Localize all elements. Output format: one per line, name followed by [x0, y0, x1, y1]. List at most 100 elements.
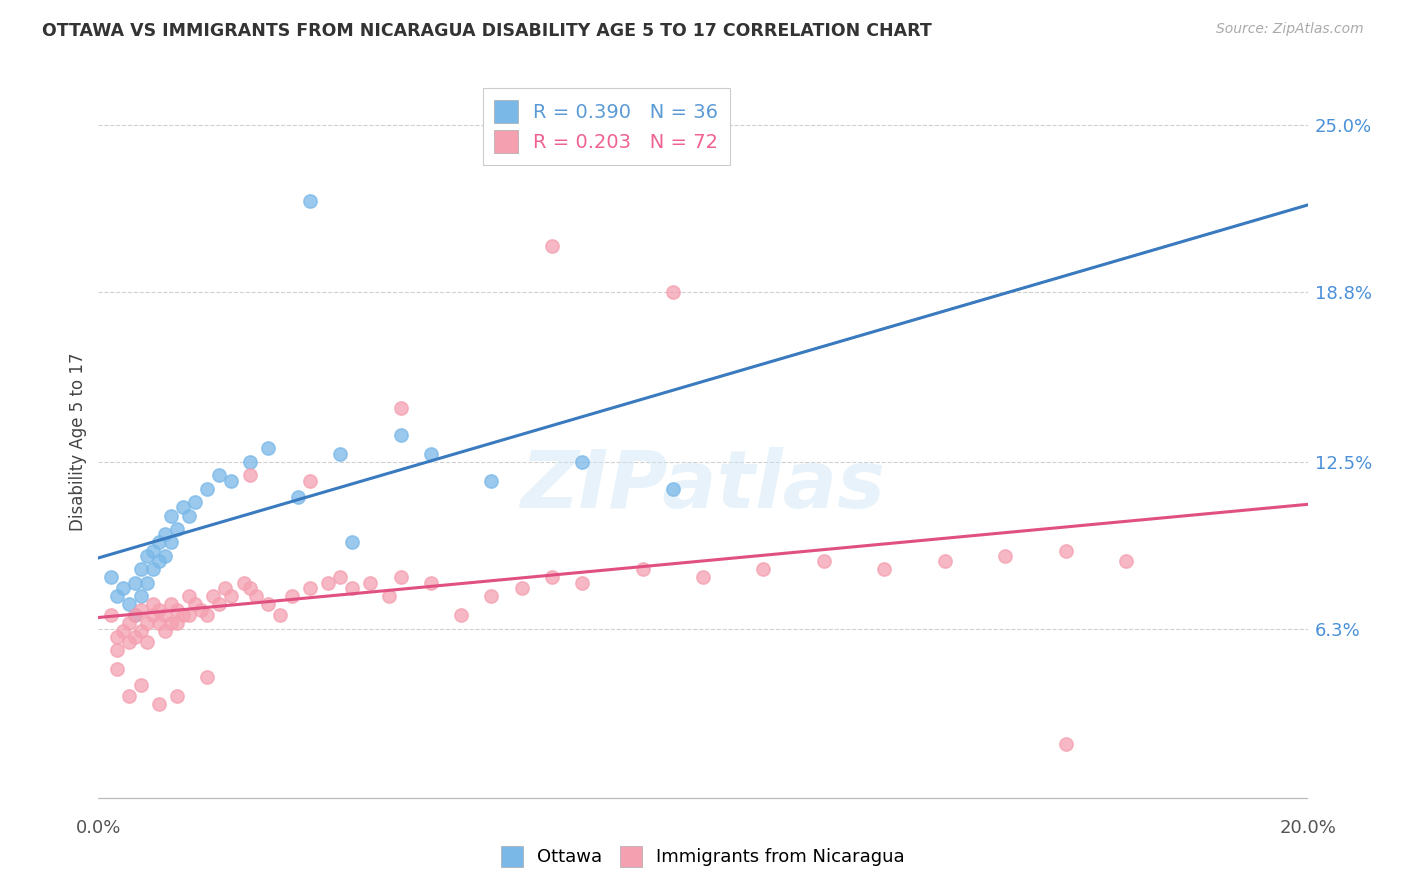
Point — [256, 442, 278, 456]
Point — [153, 624, 176, 639]
Point — [481, 474, 503, 488]
Y-axis label: Disability Age 5 to 17: Disability Age 5 to 17 — [69, 352, 87, 531]
Point — [377, 590, 399, 604]
Point — [118, 598, 141, 612]
Point — [172, 500, 194, 515]
Point — [1054, 543, 1077, 558]
Point — [166, 616, 188, 631]
Point — [287, 490, 309, 504]
Point — [934, 554, 956, 568]
Point — [692, 570, 714, 584]
Point — [153, 608, 176, 623]
Point — [135, 549, 157, 563]
Point — [172, 608, 194, 623]
Point — [166, 522, 188, 536]
Point — [1054, 738, 1077, 752]
Point — [239, 468, 262, 483]
Point — [184, 495, 207, 509]
Point — [214, 581, 236, 595]
Point — [129, 562, 152, 576]
Point — [389, 427, 412, 442]
Point — [124, 608, 146, 623]
Point — [360, 575, 382, 590]
Point — [342, 535, 364, 549]
Point — [329, 570, 352, 584]
Point — [111, 581, 134, 595]
Point — [148, 697, 170, 711]
Point — [179, 508, 201, 523]
Point — [118, 689, 141, 703]
Point — [540, 570, 562, 584]
Point — [190, 603, 212, 617]
Point — [813, 554, 835, 568]
Text: ZIPatlas: ZIPatlas — [520, 447, 886, 525]
Text: Source: ZipAtlas.com: Source: ZipAtlas.com — [1216, 22, 1364, 37]
Point — [389, 570, 412, 584]
Point — [105, 630, 128, 644]
Point — [129, 603, 152, 617]
Point — [105, 643, 128, 657]
Point — [239, 581, 262, 595]
Point — [481, 590, 503, 604]
Point — [124, 630, 146, 644]
Point — [179, 608, 201, 623]
Point — [142, 562, 165, 576]
Point — [1115, 554, 1137, 568]
Point — [148, 554, 170, 568]
Legend: R = 0.390   N = 36, R = 0.203   N = 72: R = 0.390 N = 36, R = 0.203 N = 72 — [482, 88, 730, 164]
Point — [129, 678, 152, 692]
Point — [111, 624, 134, 639]
Point — [179, 590, 201, 604]
Point — [135, 635, 157, 649]
Point — [873, 562, 896, 576]
Point — [160, 508, 183, 523]
Point — [389, 401, 412, 415]
Point — [166, 689, 188, 703]
Legend: Ottawa, Immigrants from Nicaragua: Ottawa, Immigrants from Nicaragua — [494, 838, 912, 874]
Point — [160, 616, 183, 631]
Point — [540, 239, 562, 253]
Text: OTTAWA VS IMMIGRANTS FROM NICARAGUA DISABILITY AGE 5 TO 17 CORRELATION CHART: OTTAWA VS IMMIGRANTS FROM NICARAGUA DISA… — [42, 22, 932, 40]
Point — [105, 662, 128, 676]
Point — [256, 598, 278, 612]
Point — [661, 285, 683, 299]
Point — [195, 608, 218, 623]
Point — [342, 581, 364, 595]
Point — [221, 590, 243, 604]
Point — [129, 624, 152, 639]
Point — [420, 447, 443, 461]
Point — [208, 468, 231, 483]
Point — [135, 616, 157, 631]
Point — [105, 590, 128, 604]
Point — [148, 535, 170, 549]
Point — [450, 608, 472, 623]
Point — [100, 570, 122, 584]
Point — [631, 562, 654, 576]
Point — [160, 598, 183, 612]
Point — [142, 608, 165, 623]
Point — [148, 603, 170, 617]
Point — [752, 562, 775, 576]
Point — [239, 455, 262, 469]
Point — [661, 482, 683, 496]
Point — [153, 527, 176, 541]
Point — [153, 549, 176, 563]
Point — [420, 575, 443, 590]
Point — [571, 455, 593, 469]
Point — [166, 603, 188, 617]
Point — [221, 474, 243, 488]
Point — [245, 590, 267, 604]
Point — [195, 482, 218, 496]
Point — [142, 543, 165, 558]
Point — [316, 575, 339, 590]
Point — [208, 598, 231, 612]
Point — [269, 608, 291, 623]
Point — [148, 616, 170, 631]
Point — [195, 670, 218, 684]
Point — [124, 608, 146, 623]
Point — [281, 590, 304, 604]
Point — [299, 194, 322, 208]
Point — [100, 608, 122, 623]
Point — [160, 535, 183, 549]
Point — [135, 575, 157, 590]
